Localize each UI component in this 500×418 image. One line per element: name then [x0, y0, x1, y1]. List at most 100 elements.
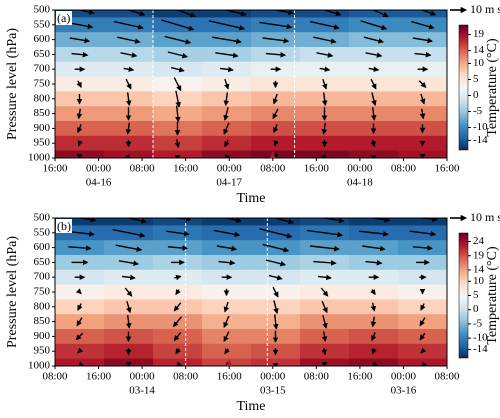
wind-arrow [76, 317, 83, 327]
wind-arrow [118, 260, 140, 266]
wind-arrow [175, 105, 181, 123]
wind-arrow [123, 66, 135, 72]
x-date-label: 03-16 [391, 385, 417, 397]
wind-arrow [175, 348, 181, 355]
colorbar-tick-label: -10 [473, 121, 488, 133]
wind-arrow [321, 92, 328, 107]
wind-arrow [215, 52, 239, 59]
x-tick-label: 08:00 [130, 163, 156, 175]
wind-arrow [310, 245, 340, 252]
wind-arrow [208, 20, 246, 31]
wind-arrow [125, 78, 132, 90]
wind-arrow [175, 10, 196, 18]
wind-arrow [125, 218, 148, 224]
wind-arrow [419, 108, 426, 120]
wind-arrow [223, 218, 242, 223]
wind-arrow [76, 10, 95, 15]
wind-arrow [420, 347, 427, 354]
wind-arrow [75, 288, 82, 295]
wind-arrow [306, 229, 344, 238]
colorbar-tick-label: -14 [473, 134, 488, 146]
wind-arrow [371, 332, 377, 342]
y-tick-label: 600 [34, 33, 51, 45]
wind-arrow [418, 80, 427, 88]
wind-arrow [173, 331, 182, 342]
wind-arrow [76, 108, 83, 120]
wind-arrow [223, 331, 230, 343]
x-tick-label: 00:00 [391, 371, 417, 383]
y-tick-label: 850 [34, 315, 51, 327]
wind-arrow [370, 107, 377, 121]
wind-arrow [112, 228, 146, 238]
wind-arrow [113, 20, 144, 30]
wind-arrow [262, 37, 290, 44]
temperature-cell [398, 10, 447, 18]
temperature-cell [349, 218, 399, 226]
wind-arrow [365, 259, 383, 266]
event-marker [269, 151, 276, 158]
colorbar-tick-label: 14 [473, 44, 485, 56]
wind-arrow [223, 10, 247, 17]
y-tick-label: 650 [34, 256, 51, 268]
wind-arrow [318, 274, 332, 281]
y-tick-label: 950 [34, 137, 51, 149]
y-tick-label: 900 [34, 122, 51, 134]
wind-arrow [368, 66, 380, 72]
colorbar-tick-label: 14 [473, 263, 485, 275]
wind-arrow [174, 274, 182, 281]
event-marker [226, 359, 233, 366]
wind-arrow [272, 93, 279, 105]
wind-arrow [216, 245, 238, 252]
y-tick-label: 800 [34, 300, 51, 312]
x-axis-label: Time [236, 399, 265, 414]
temperature-cell [251, 218, 301, 226]
x-tick-label: 00:00 [260, 371, 286, 383]
wind-arrow [173, 77, 182, 92]
panel-label-bg [56, 219, 72, 233]
wind-arrow [120, 52, 138, 58]
wind-arrow [223, 122, 230, 135]
wind-arrow [371, 92, 377, 107]
wind-arrow [419, 332, 426, 341]
wind-arrow [272, 218, 295, 225]
wind-arrow [319, 66, 331, 72]
wind-arrow [223, 92, 230, 107]
x-tick-label: 08:00 [434, 371, 460, 383]
temperature-cell [153, 218, 203, 226]
wind-arrow [370, 78, 377, 90]
wind-arrow [359, 230, 389, 237]
wind-arrow [273, 314, 279, 330]
wind-arrow [166, 230, 190, 237]
y-axis-label: Pressure level (hPa) [5, 28, 20, 140]
x-tick-label: 08:00 [173, 371, 199, 383]
temperature-cell [202, 218, 252, 226]
temperature-cell [202, 10, 252, 18]
colorbar-label: Temperature (°C) [485, 38, 500, 137]
panel-label-bg [56, 11, 72, 25]
wind-arrow [409, 230, 437, 237]
wind-arrow [125, 92, 132, 107]
wind-arrow [171, 218, 192, 222]
colorbar-tick-label: -5 [473, 105, 483, 117]
wind-arrow [75, 332, 84, 341]
plot-area [55, 218, 447, 366]
colorbar-tick-label: 19 [473, 28, 485, 40]
wind-arrow [115, 244, 143, 252]
temperature-cell [55, 218, 105, 226]
x-tick-label: 16:00 [173, 163, 199, 175]
wind-arrow [320, 154, 326, 158]
x-tick-label: 16:00 [304, 163, 330, 175]
wind-arrow [412, 245, 434, 251]
temperature-cell [251, 358, 301, 366]
wind-arrow [365, 52, 383, 58]
colorbar-tick-label: -10 [473, 332, 488, 344]
wind-arrow [218, 259, 236, 266]
wind-arrow [223, 78, 230, 90]
x-date-label: 04-18 [347, 177, 373, 189]
wind-arrow [271, 10, 295, 16]
y-tick-label: 750 [34, 286, 51, 298]
temperature-cell [300, 218, 350, 226]
wind-arrow [316, 52, 334, 58]
wind-arrow [225, 154, 231, 158]
wind-arrow [78, 361, 84, 366]
